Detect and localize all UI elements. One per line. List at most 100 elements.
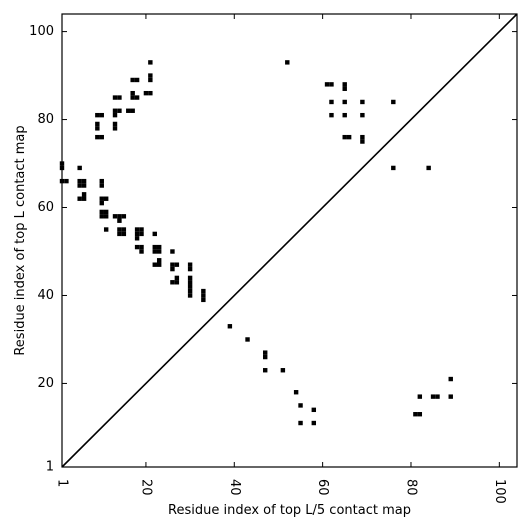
contact-cell-upper — [103, 209, 109, 215]
contact-cell-upper — [360, 134, 365, 140]
contact-cell-lower — [448, 394, 453, 399]
contact-cell-upper — [130, 77, 135, 83]
y-tick-label: 100 — [29, 24, 54, 39]
contact-cell-upper — [170, 280, 175, 285]
contact-cell-lower — [263, 368, 268, 373]
contact-cell-lower — [280, 368, 286, 373]
contact-cell-upper — [143, 90, 149, 96]
y-tick-label: 1 — [46, 460, 54, 475]
contact-cell-upper — [99, 209, 104, 215]
y-axis-label: Residue index of top L contact map — [13, 125, 28, 355]
contact-cell-upper — [187, 284, 193, 289]
contact-cell-upper — [426, 165, 431, 171]
contact-cell-upper — [134, 244, 140, 250]
contact-cells — [59, 60, 453, 426]
contact-cell-upper — [134, 95, 140, 100]
contact-cell-upper — [201, 288, 206, 294]
contact-cell-upper — [342, 134, 347, 140]
contact-cell-lower — [293, 390, 299, 395]
contact-cell-upper — [117, 108, 122, 113]
contact-cell-upper — [156, 249, 162, 254]
contact-cell-upper — [130, 108, 135, 113]
y-tick-label: 40 — [37, 288, 54, 303]
contact-cell-upper — [99, 214, 104, 219]
contact-cell-upper — [139, 249, 144, 254]
contact-cell-upper — [342, 112, 347, 118]
contact-cell-upper — [187, 293, 193, 298]
contact-cell-upper — [81, 178, 87, 184]
contact-cell-lower — [417, 412, 423, 417]
contact-cell-upper — [329, 99, 334, 105]
contact-cell-lower — [245, 337, 250, 342]
y-ticks: 1 20 40 60 80 100 — [29, 24, 517, 475]
y-tick-label: 20 — [37, 376, 54, 391]
contact-cell-upper — [156, 244, 162, 250]
contact-cell-lower — [298, 420, 303, 426]
contact-cell-upper — [187, 288, 193, 294]
contact-cell-upper — [360, 99, 365, 105]
contact-cell-upper — [99, 196, 104, 201]
contact-cell-upper — [95, 126, 100, 131]
contact-cell-upper — [148, 90, 153, 96]
contact-cell-upper — [346, 134, 352, 140]
contact-cell-upper — [134, 231, 140, 237]
contact-cell-upper — [99, 134, 104, 140]
x-axis-label: Residue index of top L/5 contact map — [168, 503, 411, 518]
y-tick-label: 60 — [37, 200, 54, 215]
contact-cell-upper — [148, 77, 153, 83]
contact-cell-upper — [152, 262, 157, 267]
contact-cell-upper — [117, 214, 122, 219]
contact-cell-lower — [413, 412, 418, 417]
contact-cell-upper — [134, 77, 140, 83]
contact-cell-upper — [112, 112, 118, 118]
contact-cell-upper — [324, 82, 330, 87]
contact-cell-upper — [103, 227, 109, 232]
contact-cell-upper — [134, 227, 140, 232]
contact-cell-upper — [139, 244, 144, 250]
contact-cell-upper — [174, 262, 180, 267]
contact-cell-lower — [298, 403, 303, 408]
diagonal-line — [61, 13, 518, 468]
contact-cell-upper — [329, 112, 334, 118]
contact-cell-upper — [121, 231, 127, 237]
contact-cell-upper — [112, 214, 118, 219]
contact-cell-upper — [391, 99, 396, 105]
plot-frame — [61, 13, 518, 468]
contact-cell-lower — [311, 407, 317, 413]
contact-cell-upper — [170, 266, 175, 272]
x-tick-label: 80 — [403, 479, 418, 496]
contact-cell-upper — [112, 126, 118, 131]
contact-cell-upper — [174, 275, 180, 281]
contact-cell-upper — [156, 262, 162, 267]
contact-cell-upper — [99, 200, 104, 206]
x-tick-label: 40 — [227, 479, 242, 496]
contact-cell-upper — [117, 218, 122, 223]
contact-cell-upper — [112, 108, 118, 113]
contact-cell-lower — [435, 394, 440, 399]
x-tick-label: 100 — [492, 479, 507, 504]
contact-cell-upper — [174, 280, 180, 285]
contact-cell-upper — [391, 165, 396, 171]
contact-cell-upper — [95, 121, 100, 127]
contact-cell-upper — [77, 196, 82, 201]
contact-cell-upper — [201, 293, 206, 298]
x-tick-label: 1 — [55, 479, 70, 487]
y-tick-label: 80 — [37, 112, 54, 127]
contact-cell-upper — [134, 236, 140, 241]
contact-cell-upper — [156, 258, 162, 263]
x-ticks: 1 20 40 60 80 100 — [55, 14, 507, 504]
contact-cell-upper — [99, 178, 104, 184]
contact-cell-lower — [227, 324, 233, 329]
contact-cell-upper — [152, 249, 157, 254]
contact-cell-lower — [311, 420, 317, 426]
contact-cell-upper — [130, 95, 135, 100]
contact-cell-upper — [139, 227, 144, 232]
contact-cell-upper — [170, 262, 175, 267]
contact-cell-upper — [329, 82, 334, 87]
contact-cell-upper — [77, 183, 82, 188]
contact-cell-upper — [360, 112, 365, 118]
contact-cell-upper — [187, 275, 193, 281]
contact-cell-upper — [139, 231, 144, 237]
contact-cell-upper — [112, 121, 118, 127]
contact-cell-upper — [342, 99, 347, 105]
